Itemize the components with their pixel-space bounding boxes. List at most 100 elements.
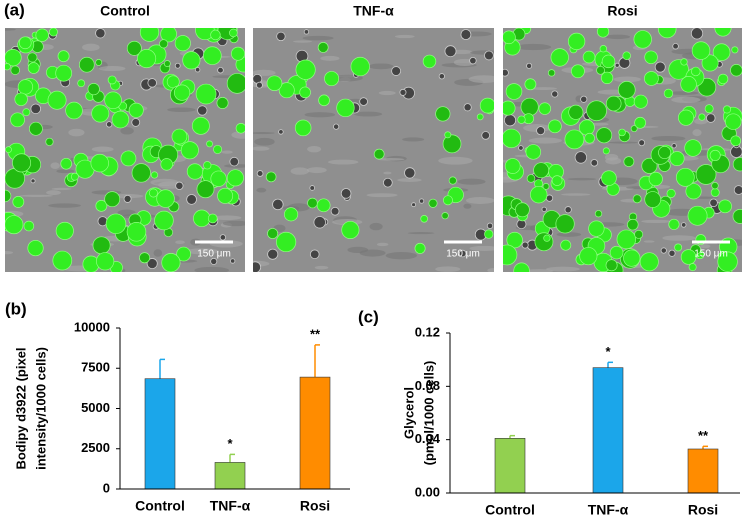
lipid-droplet (299, 86, 311, 99)
lipid-droplet (596, 65, 605, 75)
lipid-droplet (484, 229, 494, 239)
cell-texture (150, 178, 179, 187)
lipid-droplet (17, 79, 34, 95)
bar (214, 462, 246, 490)
lipid-droplet (632, 194, 642, 204)
dark-cell (256, 81, 263, 89)
lipid-droplet (600, 71, 614, 84)
lipid-droplet (150, 171, 159, 179)
y-axis-label: Glycerol (401, 387, 416, 439)
bar (144, 378, 176, 490)
lipid-droplet (105, 213, 127, 235)
cell-texture (222, 220, 245, 227)
lipid-droplet (160, 28, 177, 43)
y-tick-label: 2500 (81, 440, 110, 455)
significance-marker: ** (310, 326, 321, 341)
lipid-droplet (622, 51, 631, 60)
lipid-droplet (479, 97, 494, 114)
cell-texture (120, 127, 134, 135)
lipid-droplet (618, 128, 626, 137)
lipid-droplet (35, 28, 49, 42)
lipid-droplet (701, 54, 719, 72)
cell-texture (212, 215, 242, 221)
lipid-droplet (599, 45, 607, 53)
lipid-droplet (191, 116, 210, 135)
lipid-droplet (206, 140, 213, 148)
dark-cell (359, 97, 368, 106)
lipid-droplet (678, 109, 695, 126)
x-tick-label: Rosi (300, 498, 330, 514)
lipid-droplet (5, 189, 12, 203)
lipid-droplet (27, 239, 44, 257)
lipid-droplet (107, 75, 117, 85)
lipid-droplet (163, 60, 171, 67)
dark-cell (614, 62, 620, 68)
lipid-droplet (596, 28, 610, 38)
dark-cell (672, 42, 679, 50)
cell-texture (546, 266, 580, 272)
dark-cell (230, 258, 236, 264)
cell-texture (359, 249, 386, 257)
cell-texture (605, 34, 631, 40)
lipid-droplet (723, 105, 732, 114)
lipid-droplet (503, 30, 516, 45)
lipid-droplet (428, 198, 438, 208)
lipid-droplet (60, 157, 73, 170)
lipid-droplet (602, 147, 610, 155)
cell-texture (290, 167, 310, 175)
lipid-droplet (159, 39, 169, 49)
lipid-droplet (176, 246, 191, 262)
lipid-droplet (23, 220, 35, 232)
dark-cell (309, 249, 320, 260)
cell-texture (185, 248, 220, 255)
lipid-droplet (278, 82, 295, 99)
lipid-droplet (12, 153, 32, 173)
cell-texture (643, 240, 655, 243)
cell-texture (353, 111, 383, 117)
lipid-droplet (533, 162, 550, 179)
cell-texture (117, 209, 136, 216)
lipid-droplet (435, 106, 451, 122)
lipid-droplet (687, 205, 708, 226)
lipid-droplet (695, 164, 717, 185)
lipid-droplet (341, 220, 360, 239)
lipid-droplet (78, 56, 95, 73)
dark-cell (131, 118, 141, 127)
lipid-droplet (674, 243, 683, 252)
y-axis-label: (pmol/1000 cells) (421, 361, 436, 466)
significance-marker: * (605, 344, 611, 359)
bar (687, 448, 719, 494)
cell-texture (253, 146, 270, 151)
lipid-droplet (517, 115, 526, 124)
lipid-droplet (57, 50, 70, 63)
lipid-droplet (126, 40, 142, 56)
cell-texture (304, 112, 336, 118)
panel-label: (b) (5, 299, 27, 318)
lipid-droplet (55, 64, 73, 82)
lipid-droplet (503, 100, 516, 116)
dark-cell (106, 121, 113, 128)
cell-texture (407, 232, 435, 235)
cell-texture (385, 252, 418, 260)
dark-cell (668, 249, 676, 257)
lipid-droplet (584, 132, 595, 144)
dark-cell (418, 198, 425, 204)
lipid-droplet (657, 28, 677, 39)
lipid-droplet (579, 247, 598, 266)
y-tick-label: 0.00 (415, 484, 440, 499)
cell-texture (254, 137, 275, 146)
y-tick-label: 10000 (74, 319, 110, 334)
lipid-droplet (688, 263, 697, 272)
x-tick-label: TNF-α (588, 502, 629, 518)
lipid-droplet (503, 244, 518, 266)
dark-cell (706, 113, 716, 123)
lipid-droplet (675, 167, 695, 187)
y-tick-label: 7500 (81, 360, 110, 375)
lipid-droplet (174, 35, 191, 52)
dark-cell (217, 66, 224, 74)
cell-texture (50, 162, 60, 170)
cell-texture (378, 90, 396, 96)
lipid-droplet (506, 231, 523, 249)
dark-cell (229, 156, 239, 167)
dark-cell (309, 185, 316, 191)
